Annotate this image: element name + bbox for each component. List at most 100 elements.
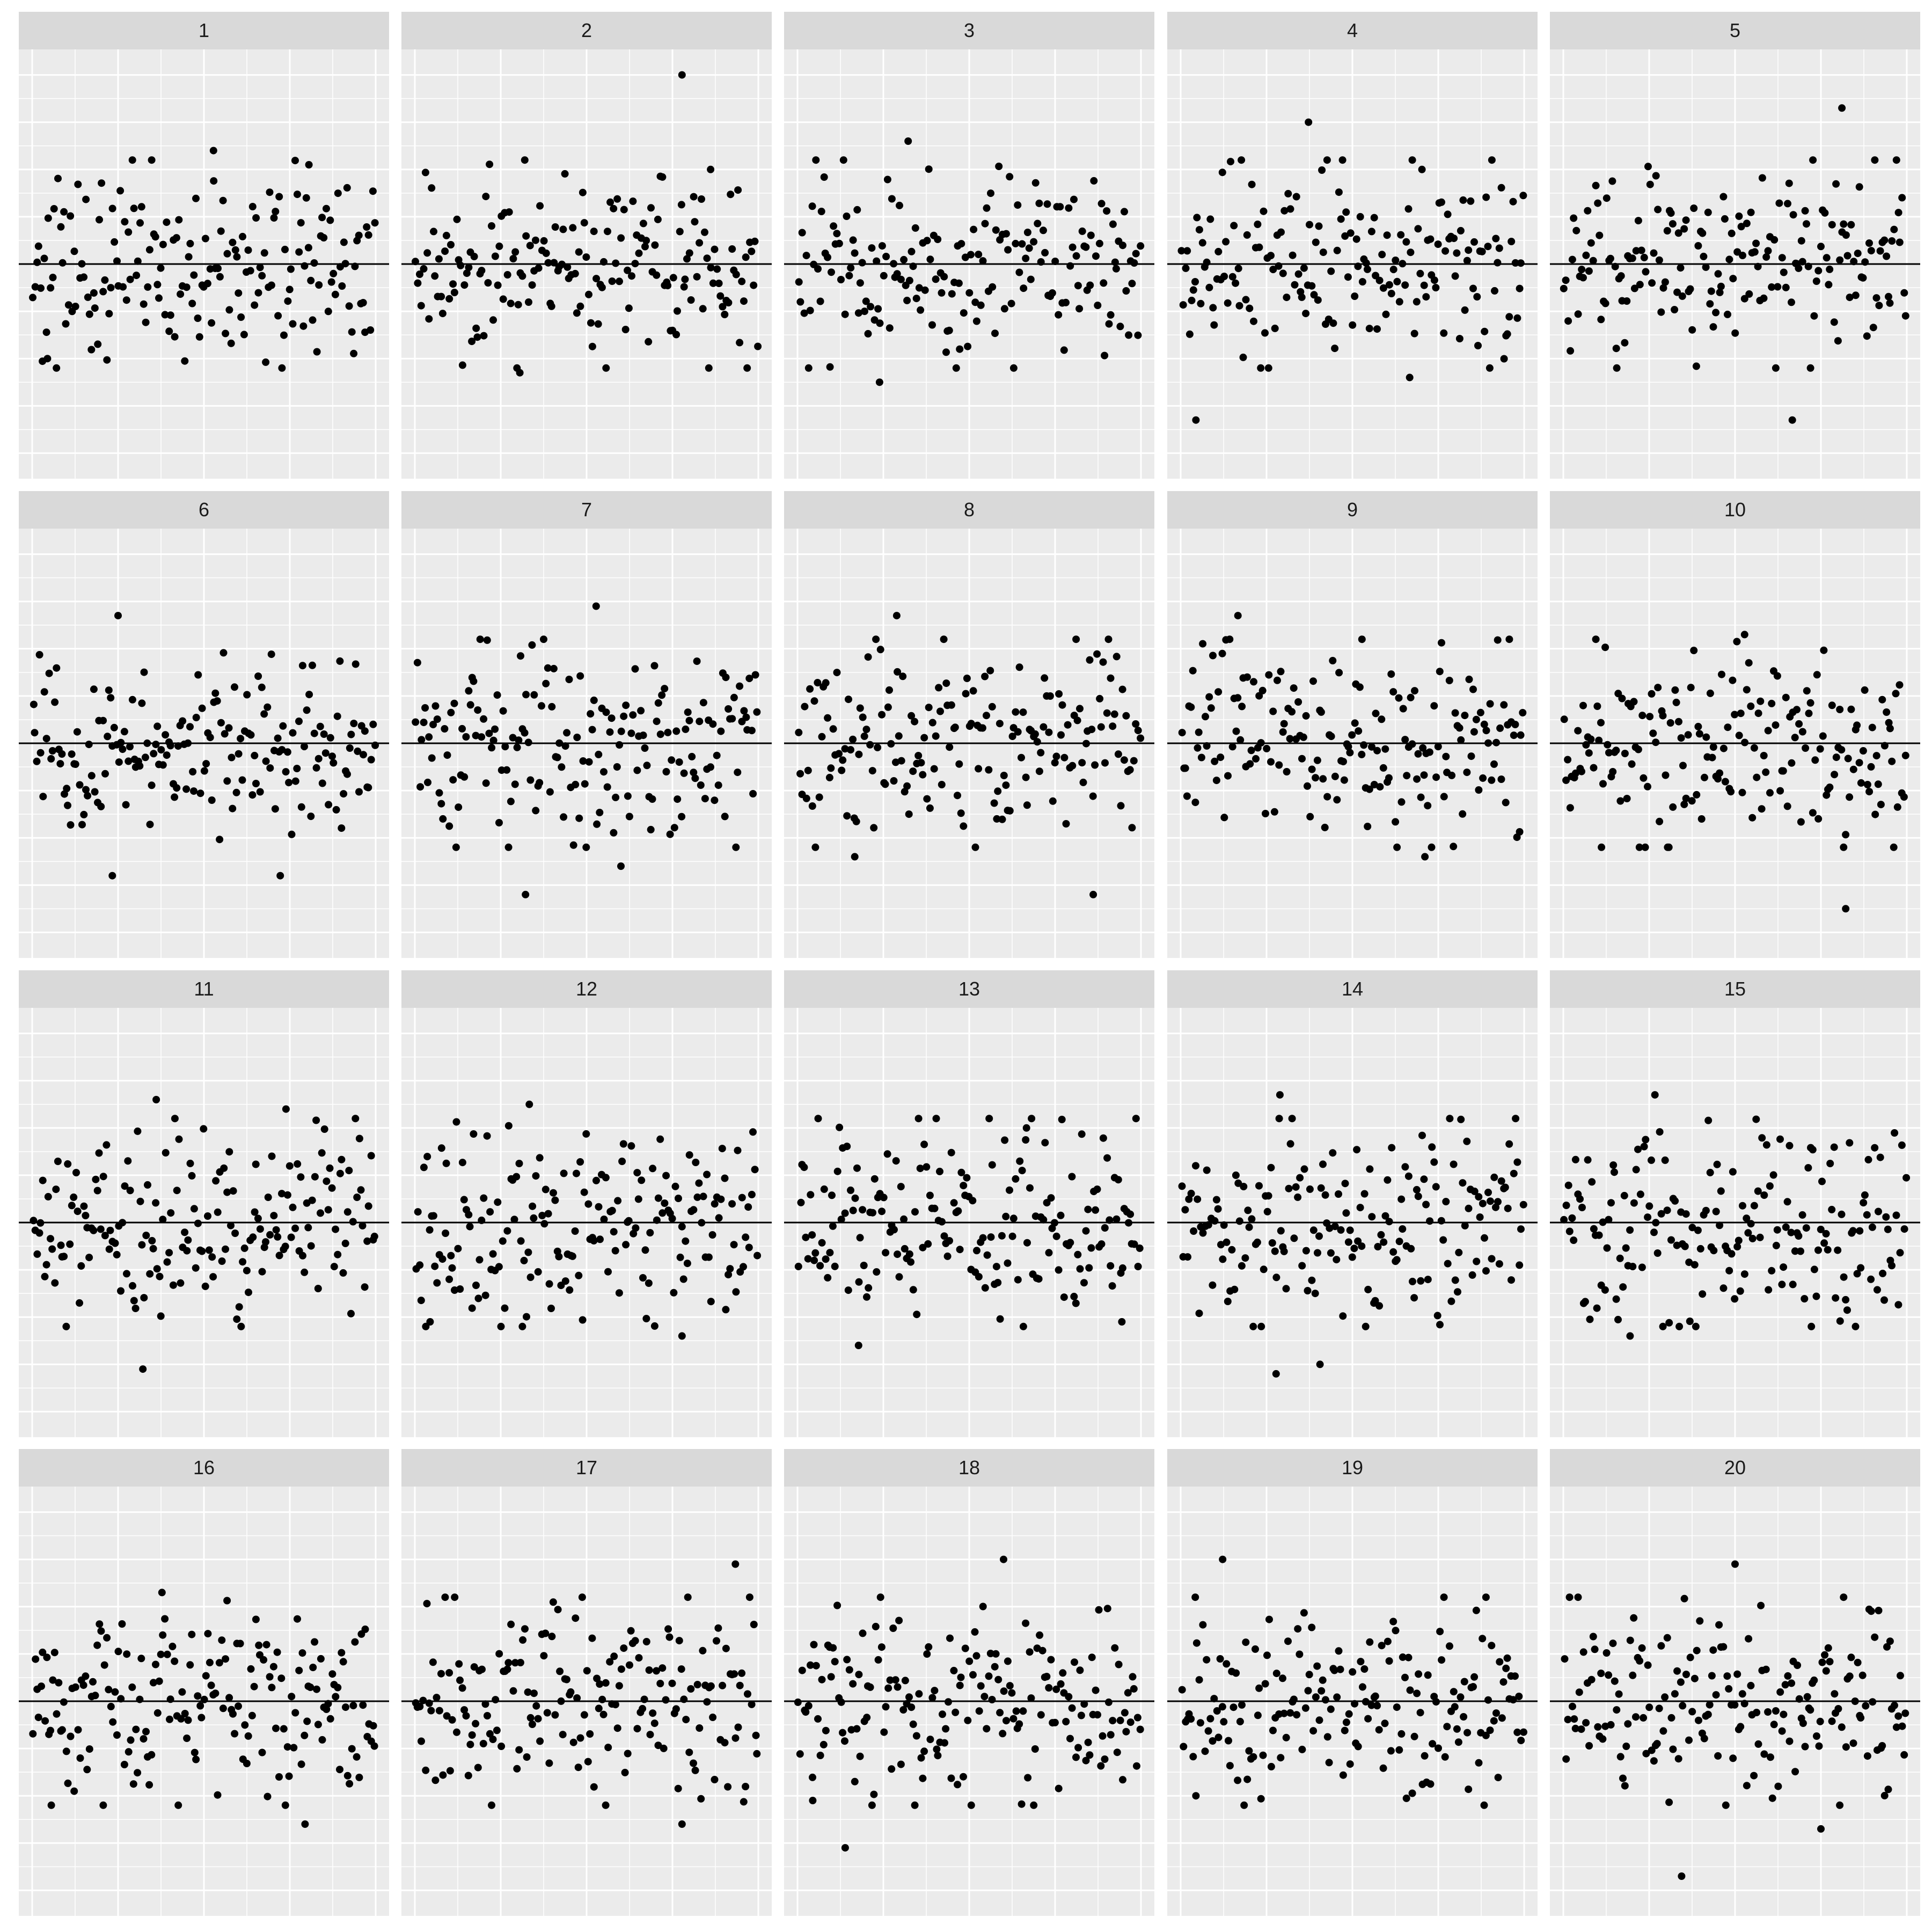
data-point bbox=[576, 672, 584, 680]
data-point bbox=[1762, 1141, 1770, 1149]
facet-label: 11 bbox=[194, 978, 214, 1000]
data-point bbox=[161, 1615, 169, 1623]
data-point bbox=[924, 1240, 932, 1248]
data-point bbox=[39, 793, 47, 801]
data-point bbox=[478, 267, 486, 275]
data-point bbox=[1601, 299, 1609, 308]
data-point bbox=[592, 602, 600, 610]
data-point bbox=[162, 731, 170, 739]
data-point bbox=[155, 1677, 163, 1685]
data-point bbox=[1413, 775, 1421, 783]
data-point bbox=[1323, 156, 1331, 164]
data-point bbox=[806, 306, 814, 314]
data-point bbox=[828, 268, 835, 276]
data-point bbox=[888, 195, 896, 203]
data-point bbox=[875, 378, 883, 386]
data-point bbox=[693, 1681, 701, 1688]
data-point bbox=[499, 295, 507, 303]
data-point bbox=[1385, 1657, 1393, 1665]
data-point bbox=[919, 771, 927, 779]
data-point bbox=[1379, 284, 1387, 292]
data-point bbox=[1512, 1115, 1520, 1123]
data-point bbox=[885, 324, 894, 332]
data-point bbox=[961, 1644, 969, 1652]
data-point bbox=[1009, 364, 1018, 372]
data-point bbox=[1062, 820, 1070, 828]
data-point bbox=[654, 699, 662, 707]
data-point bbox=[1585, 1742, 1593, 1750]
data-point bbox=[211, 689, 219, 697]
data-point bbox=[709, 720, 717, 728]
data-point bbox=[900, 255, 908, 264]
facet-label: 10 bbox=[1724, 499, 1746, 521]
data-point bbox=[672, 1705, 680, 1713]
data-point bbox=[218, 1257, 226, 1265]
data-point bbox=[1235, 1217, 1243, 1225]
data-point bbox=[740, 297, 748, 305]
data-point bbox=[96, 216, 103, 224]
data-point bbox=[1082, 1227, 1090, 1235]
data-point bbox=[1797, 1247, 1804, 1255]
data-point bbox=[1571, 769, 1579, 777]
plot-area bbox=[1167, 1487, 1538, 1916]
data-point bbox=[1341, 1726, 1349, 1735]
data-point bbox=[1682, 216, 1690, 224]
data-point bbox=[854, 309, 862, 317]
data-point bbox=[919, 1243, 927, 1252]
data-point bbox=[1068, 1704, 1076, 1712]
data-point bbox=[690, 769, 698, 777]
data-point bbox=[1807, 1322, 1816, 1330]
data-point bbox=[682, 1237, 690, 1245]
data-point bbox=[1869, 324, 1877, 332]
data-point bbox=[1455, 724, 1463, 732]
data-point bbox=[209, 1273, 217, 1281]
data-point bbox=[1472, 1606, 1480, 1614]
data-point bbox=[1740, 295, 1748, 303]
data-point bbox=[330, 269, 338, 277]
data-point bbox=[1430, 276, 1438, 284]
data-point bbox=[1437, 1217, 1445, 1225]
data-point bbox=[579, 1316, 587, 1324]
data-point bbox=[1896, 1249, 1904, 1257]
data-point bbox=[1815, 1742, 1823, 1750]
data-point bbox=[241, 1721, 249, 1729]
data-point bbox=[1750, 744, 1758, 752]
data-point bbox=[650, 662, 658, 670]
data-point bbox=[1843, 252, 1851, 260]
data-point bbox=[1768, 1794, 1776, 1802]
data-point bbox=[369, 1722, 377, 1730]
data-point bbox=[1372, 709, 1380, 718]
data-point bbox=[295, 248, 303, 256]
data-point bbox=[520, 1256, 528, 1264]
data-point bbox=[833, 669, 841, 677]
data-point bbox=[1702, 263, 1710, 271]
data-point bbox=[873, 1268, 881, 1276]
data-point bbox=[714, 1624, 722, 1632]
data-point bbox=[1671, 686, 1679, 694]
data-point bbox=[286, 286, 294, 294]
data-point bbox=[1638, 1644, 1646, 1652]
data-point bbox=[200, 1695, 208, 1703]
data-point bbox=[251, 1208, 259, 1216]
data-point bbox=[1103, 709, 1111, 717]
data-point bbox=[1030, 1801, 1038, 1809]
data-point bbox=[1205, 693, 1213, 701]
data-point bbox=[1708, 753, 1716, 762]
data-point bbox=[696, 239, 704, 247]
data-point bbox=[809, 1797, 817, 1804]
data-point bbox=[448, 1716, 456, 1724]
data-point bbox=[1826, 1160, 1834, 1167]
data-point bbox=[181, 1228, 189, 1236]
data-point bbox=[1252, 1645, 1259, 1653]
data-point bbox=[1118, 1264, 1126, 1272]
data-point bbox=[1888, 757, 1896, 765]
data-point bbox=[462, 733, 470, 741]
data-point bbox=[1648, 690, 1656, 698]
data-point bbox=[206, 1658, 214, 1666]
data-point bbox=[51, 1279, 59, 1287]
data-point bbox=[946, 1634, 954, 1642]
data-point bbox=[1047, 1656, 1055, 1664]
data-point bbox=[1482, 727, 1490, 735]
data-point bbox=[271, 805, 279, 813]
data-point bbox=[1238, 1701, 1246, 1709]
